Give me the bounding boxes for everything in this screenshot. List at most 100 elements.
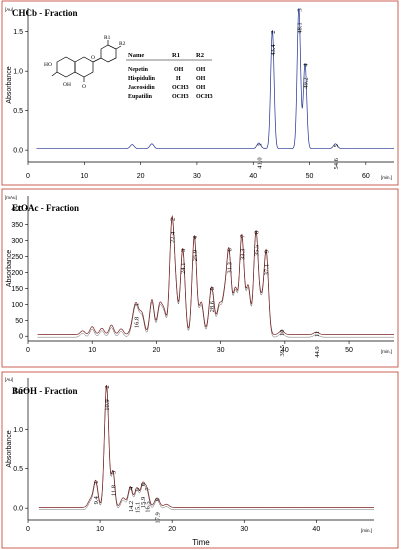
peak-rt-label: 9.4 [93, 495, 100, 504]
y-tick-label: 250 [11, 254, 23, 261]
table-header-r2: R2 [196, 52, 204, 59]
y-unit-label: [mAu] [5, 195, 17, 200]
peak-number-label: 11 [314, 331, 321, 337]
peak-number-label: 2 [169, 218, 176, 221]
peak-rt-label: 49.2 [303, 77, 310, 88]
chromatogram-trace-secondary [38, 387, 374, 510]
y-tick-label: 350 [11, 222, 23, 229]
y-tick-label: 0.5 [13, 466, 23, 473]
peak-number-label: 2 [104, 385, 111, 388]
peak-number-label: 5 [134, 488, 141, 491]
peak-number-label: 6 [226, 247, 233, 251]
y-axis-label: Absorbance [6, 430, 13, 467]
x-tick-label: 20 [137, 173, 145, 180]
y-tick-label: 0.5 [13, 108, 23, 115]
table-row-r1: OCH3 [172, 94, 189, 100]
x-tick-label: 60 [362, 173, 370, 180]
y-tick-label: 0.0 [13, 148, 23, 155]
peak-rt-label: 43.4 [270, 44, 277, 56]
peak-rt-label: 11.8 [111, 485, 118, 496]
peak-rt-label: 15.1 [134, 502, 141, 513]
peak-number-label: 3 [296, 8, 303, 11]
atom-label: O [91, 55, 95, 61]
y-unit-label: [Au] [5, 7, 13, 12]
panel-frame [1, 188, 399, 368]
peak-rt-label: 24.1 [180, 263, 187, 274]
peak-rt-label: 15.9 [140, 497, 147, 508]
x-tick-label: 20 [153, 347, 161, 354]
y-tick-label: 1.0 [13, 69, 23, 76]
x-tick-label: 30 [193, 173, 201, 180]
peak-number-label: 5 [209, 287, 216, 290]
panel-title: BuOH - Fraction [12, 386, 78, 396]
peak-rt-label: 16.5 [144, 501, 151, 512]
table-row-r1: H [176, 76, 181, 82]
table-row-r1: OCH3 [172, 85, 189, 91]
bond-bc [92, 57, 102, 63]
panel-title: EtOAc - Fraction [12, 203, 79, 213]
peak-number-label: 3 [180, 249, 187, 252]
peak-number-label: 7 [239, 234, 246, 238]
peak-rt-label: 25.9 [192, 250, 199, 261]
peak-rt-label: 54.6 [333, 157, 340, 169]
x-tick-label: 50 [345, 347, 353, 354]
y-tick-label: 0 [19, 334, 23, 341]
peak-rt-label: 17.9 [155, 512, 162, 523]
x-unit-label: [min.] [381, 349, 392, 354]
table-row-r2: OCH3 [196, 94, 213, 100]
x-tick-label: 50 [306, 173, 314, 180]
peak-rt-label: 44.9 [314, 346, 321, 357]
atom-label: R1 [104, 35, 111, 41]
x-tick-label: 10 [80, 173, 88, 180]
x-tick-label: 10 [96, 526, 104, 533]
chcb-panel: 0.0 0.5 1.0 1.5 0 10 20 30 40 50 60 [Au] [min.] Absor… [1, 0, 399, 186]
y-tick-label: 50 [15, 318, 23, 325]
table-row-name: Jaceosidin [128, 85, 155, 91]
y-tick-label: 200 [11, 270, 23, 277]
peak-number-label: 1 [256, 143, 263, 146]
table-row-r2: OH [196, 76, 206, 82]
table-row-r2: OH [196, 67, 206, 73]
x-tick-label: 0 [26, 526, 30, 533]
y-axis-label: Absorbance [6, 66, 13, 103]
peak-number-label: 8 [155, 498, 162, 501]
x-tick-label: 40 [281, 347, 289, 354]
table-row-name: Nepetin [128, 67, 149, 73]
ring-c [74, 56, 94, 78]
x-unit-label: [min.] [361, 528, 372, 533]
panel-title: CHCb - Fraction [12, 8, 78, 18]
peak-number-label: 7 [144, 487, 151, 491]
y-tick-label: 100 [11, 302, 23, 309]
atom-label: HO [44, 62, 52, 68]
peak-rt-label: 41.0 [256, 157, 263, 168]
chromatogram-trace [36, 8, 394, 149]
x-tick-label: 0 [26, 173, 30, 180]
x-unit-label: [min.] [381, 175, 392, 180]
y-tick-label: 150 [11, 286, 23, 293]
panel-frame [1, 371, 399, 549]
structure-atom-labels: HO O OH O R1 R2 [44, 35, 126, 90]
buoh-panel: 0.0 0.5 1.0 1.5 0 10 20 30 40 [Au] [min.] Absorbanc… [1, 371, 399, 549]
peak-number-label: 6 [140, 482, 147, 486]
atom-label: OH [63, 82, 71, 88]
peak-rt-label: 35.5 [253, 245, 260, 256]
table-row-name: Hispidulin [128, 76, 156, 82]
chromatogram-trace [38, 384, 374, 508]
peak-number-label: 4 [192, 235, 199, 239]
y-tick-label: 300 [11, 238, 23, 245]
chromatogram-trace-secondary [37, 217, 394, 338]
peak-rt-label: 31.3 [226, 262, 233, 273]
peak-rt-label: 33.3 [239, 249, 246, 260]
peak-rt-label: 48.1 [296, 22, 303, 33]
peak-number-label: 1 [93, 481, 100, 484]
x-tick-label: 40 [312, 526, 320, 533]
table-row-r1: OH [174, 67, 184, 73]
peak-number-label: 5 [333, 144, 340, 147]
x-tick-label: 30 [217, 347, 225, 354]
peak-rt-label: 39.5 [279, 345, 286, 356]
atom-label: O [82, 84, 86, 90]
y-tick-label: 0.0 [13, 506, 23, 513]
etoac-panel: 0 50 100 150 200 250 300 350 400 0 10 20 30 40 50 [mAu]… [1, 188, 399, 368]
x-tick-label: 30 [240, 526, 248, 533]
table-header-name: Name [128, 52, 144, 59]
